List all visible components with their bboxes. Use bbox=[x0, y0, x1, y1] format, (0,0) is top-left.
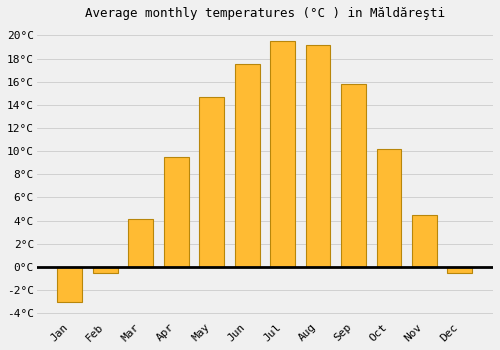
Bar bbox=[164, 157, 188, 267]
Bar bbox=[270, 41, 295, 267]
Bar bbox=[93, 267, 118, 273]
Title: Average monthly temperatures (°C ) in Măldăreşti: Average monthly temperatures (°C ) in Mă… bbox=[85, 7, 445, 20]
Bar bbox=[200, 97, 224, 267]
Bar bbox=[58, 267, 82, 302]
Bar bbox=[341, 84, 366, 267]
Bar bbox=[306, 45, 330, 267]
Bar bbox=[128, 219, 153, 267]
Bar bbox=[412, 215, 437, 267]
Bar bbox=[235, 64, 260, 267]
Bar bbox=[376, 149, 402, 267]
Bar bbox=[448, 267, 472, 273]
